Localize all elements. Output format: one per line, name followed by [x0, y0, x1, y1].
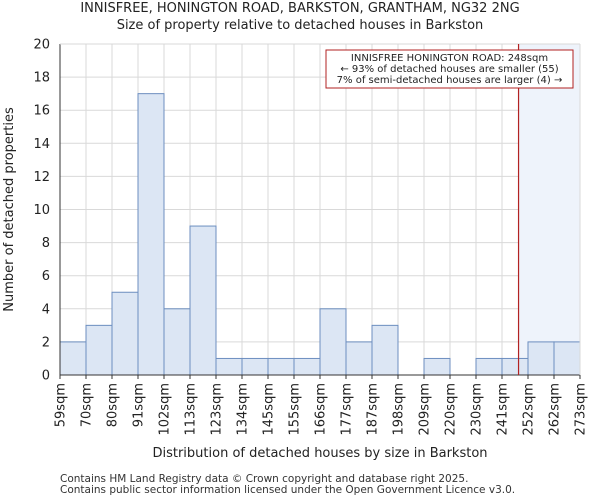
y-tick-label: 6 [42, 269, 50, 284]
x-tick-label: 134sqm [236, 383, 251, 436]
y-tick-label: 2 [42, 335, 50, 350]
larger-region-shade [518, 44, 580, 375]
chart-title: INNISFREE, HONINGTON ROAD, BARKSTON, GRA… [80, 1, 520, 16]
histogram-chart: 0 2 4 6 8 10 12 14 16 18 20 59sqm 70sqm 80sqm 91sqm 102… [2, 38, 589, 462]
x-tick-label: 187sqm [366, 383, 381, 436]
histogram-bar [345, 341, 373, 376]
histogram-bar [527, 341, 555, 376]
x-axis-label: Distribution of detached houses by size … [152, 446, 487, 461]
histogram-bar [475, 357, 503, 376]
annotation-box: INNISFREE HONINGTON ROAD: 248sqm ← 93% o… [325, 49, 574, 89]
x-tick-label: 102sqm [158, 383, 173, 436]
y-tick-label: 0 [42, 369, 50, 384]
highlight-layer [518, 44, 580, 375]
histogram-bar [215, 357, 243, 376]
annotation-line-3: 7% of semi-detached houses are larger (4… [337, 75, 563, 86]
y-tick-label: 8 [42, 236, 50, 251]
y-tick-label: 16 [33, 104, 50, 119]
annotation-frame [325, 49, 574, 89]
x-tick-label: 230sqm [470, 383, 485, 436]
histogram-bar [267, 357, 295, 376]
histogram-bar [319, 308, 347, 376]
bar-layer [59, 93, 581, 376]
x-tick-label: 155sqm [288, 383, 303, 436]
annotation-line-1: INNISFREE HONINGTON ROAD: 248sqm [351, 53, 548, 64]
histogram-bar [111, 291, 139, 376]
histogram-bar [137, 93, 165, 376]
x-tick-label: 252sqm [522, 383, 537, 436]
footer-line-2: Contains public sector information licen… [60, 484, 516, 496]
histogram-bar [371, 324, 399, 376]
histogram-bar [163, 308, 191, 376]
x-tick-label: 220sqm [444, 383, 459, 436]
histogram-bar [501, 357, 529, 376]
histogram-bar [189, 225, 217, 376]
x-tick-label: 241sqm [496, 383, 511, 436]
histogram-bar [59, 341, 87, 376]
x-tick-label: 198sqm [392, 383, 407, 436]
x-tick-label: 262sqm [548, 383, 563, 436]
x-tick-label: 166sqm [314, 383, 329, 436]
y-tick-label: 14 [33, 137, 50, 152]
y-tick-label: 12 [33, 170, 50, 185]
y-tick-label: 20 [33, 38, 50, 53]
axis-layer: 0 2 4 6 8 10 12 14 16 18 20 59sqm 70sqm 80sqm 91sqm 102… [33, 38, 588, 436]
histogram-bar [241, 357, 269, 376]
histogram-bar [423, 357, 451, 376]
y-axis-label: Number of detached properties [2, 107, 17, 312]
x-tick-label: 273sqm [574, 383, 589, 436]
x-tick-label: 59sqm [54, 383, 69, 427]
y-tick-label: 4 [42, 302, 50, 317]
chart-subtitle: Size of property relative to detached ho… [116, 18, 484, 33]
x-tick-label: 177sqm [340, 383, 355, 436]
footer-line-1: Contains HM Land Registry data © Crown c… [60, 473, 469, 485]
x-tick-label: 145sqm [262, 383, 277, 436]
x-tick-label: 123sqm [210, 383, 225, 436]
histogram-bar [553, 341, 581, 376]
x-tick-label: 113sqm [184, 383, 199, 436]
annotation-line-2: ← 93% of detached houses are smaller (55… [340, 64, 558, 75]
histogram-bar [293, 357, 321, 376]
histogram-bar [85, 324, 113, 376]
x-tick-label: 209sqm [418, 383, 433, 436]
x-tick-label: 91sqm [132, 383, 147, 427]
y-tick-label: 10 [33, 203, 50, 218]
x-tick-label: 70sqm [80, 383, 95, 427]
x-tick-label: 80sqm [106, 383, 121, 427]
y-tick-label: 18 [33, 71, 50, 86]
